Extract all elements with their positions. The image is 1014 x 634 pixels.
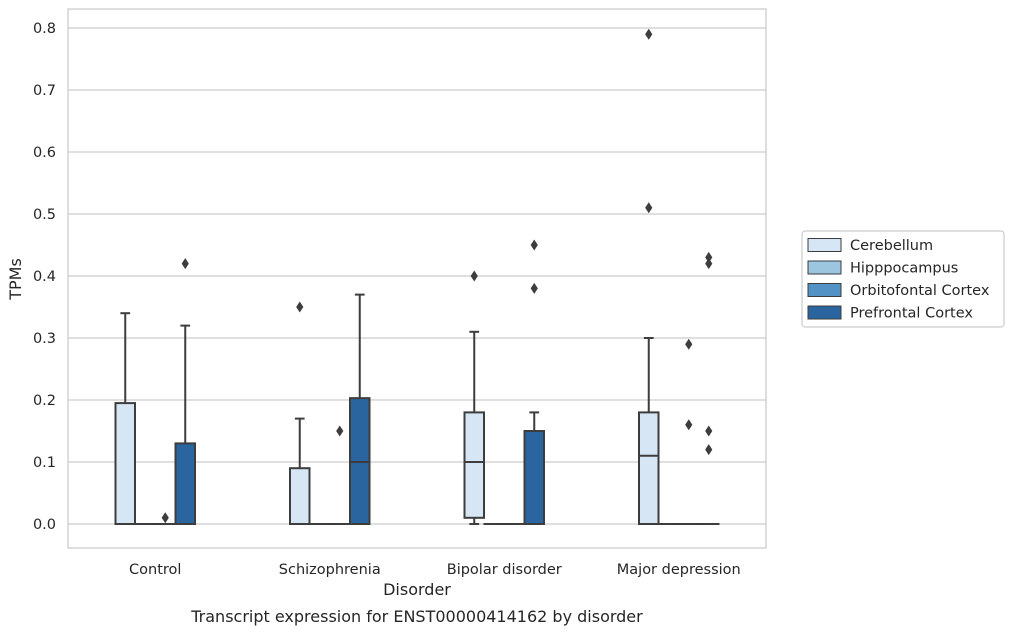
gridlines — [68, 27, 766, 525]
outlier-point — [530, 239, 538, 251]
y-tick-label: 0.3 — [33, 331, 56, 347]
y-tick-label: 0.7 — [33, 83, 56, 99]
legend-swatch — [807, 283, 842, 297]
outlier-point — [161, 512, 169, 524]
y-axis-label: TPMs — [6, 258, 25, 301]
x-tick-label: Bipolar disorder — [447, 562, 562, 578]
legend-item[interactable]: Orbitofontal Cortex — [807, 283, 990, 299]
outlier-point — [685, 338, 693, 350]
x-tick-labels: Control Schizophrenia Bipolar disorder Majo… — [129, 562, 741, 578]
y-tick-label: 0.2 — [33, 393, 56, 409]
box-cerebellum — [638, 28, 660, 525]
y-tick-label: 0.8 — [33, 21, 56, 37]
outlier-point — [645, 28, 653, 40]
x-tick-label: Schizophrenia — [279, 562, 381, 578]
legend-frame — [801, 230, 1005, 328]
outlier-point — [181, 258, 189, 270]
plot-frame — [67, 8, 767, 549]
box-orbitofontal-cortex — [154, 512, 176, 526]
legend-label: Orbitofontal Cortex — [850, 283, 990, 299]
y-tick-label: 0.6 — [33, 145, 56, 161]
legend-swatch — [807, 260, 842, 275]
chart-caption: Transcript expression for ENST0000041416… — [190, 607, 643, 626]
legend[interactable]: Cerebellum Hipppocampus Orbitofontal Corte… — [801, 230, 1005, 328]
y-tick-labels: 0.0 0.1 0.2 0.3 0.4 0.5 0.6 0.7 0.8 — [33, 21, 56, 533]
box-prefrontal-cortex — [698, 251, 720, 526]
outlier-point — [645, 202, 653, 214]
outlier-point — [705, 258, 713, 270]
box-cerebellum — [289, 301, 311, 526]
x-axis-label: Disorder — [383, 580, 451, 599]
outlier-point — [336, 425, 344, 437]
box-cerebellum — [114, 312, 136, 526]
y-tick-label: 0.5 — [33, 207, 56, 223]
legend-item[interactable]: Cerebellum — [807, 238, 933, 254]
outlier-point — [705, 425, 713, 437]
x-tick-label: Control — [129, 562, 181, 578]
box — [638, 411, 660, 525]
box-prefrontal-cortex — [349, 293, 371, 526]
box-prefrontal-cortex — [523, 239, 545, 525]
legend-label: Cerebellum — [850, 238, 933, 254]
box — [463, 411, 485, 519]
box — [114, 402, 136, 526]
outlier-point — [470, 270, 478, 282]
outlier-point — [685, 419, 693, 431]
outlier-point — [705, 251, 713, 263]
outlier-point — [296, 301, 304, 313]
box-cerebellum — [463, 270, 485, 525]
legend-item[interactable]: Hipppocampus — [807, 260, 958, 277]
x-tick-label: Major depression — [617, 562, 741, 578]
box — [289, 467, 311, 526]
y-tick-label: 0.1 — [33, 455, 56, 471]
box — [523, 430, 545, 525]
legend-swatch — [807, 238, 842, 252]
legend-label: Hipppocampus — [850, 261, 958, 277]
outlier-point — [705, 444, 713, 456]
box-groups — [114, 28, 720, 526]
outlier-point — [530, 282, 538, 294]
legend-label: Prefrontal Cortex — [850, 306, 973, 322]
box-prefrontal-cortex — [174, 258, 196, 525]
box — [174, 442, 196, 525]
legend-item[interactable]: Prefrontal Cortex — [807, 305, 973, 322]
y-tick-label: 0.0 — [33, 517, 56, 533]
box-orbitofontal-cortex — [329, 425, 351, 526]
legend-swatch — [807, 305, 842, 320]
y-tick-label: 0.4 — [33, 269, 56, 285]
box-orbitofontal-cortex — [678, 338, 700, 526]
